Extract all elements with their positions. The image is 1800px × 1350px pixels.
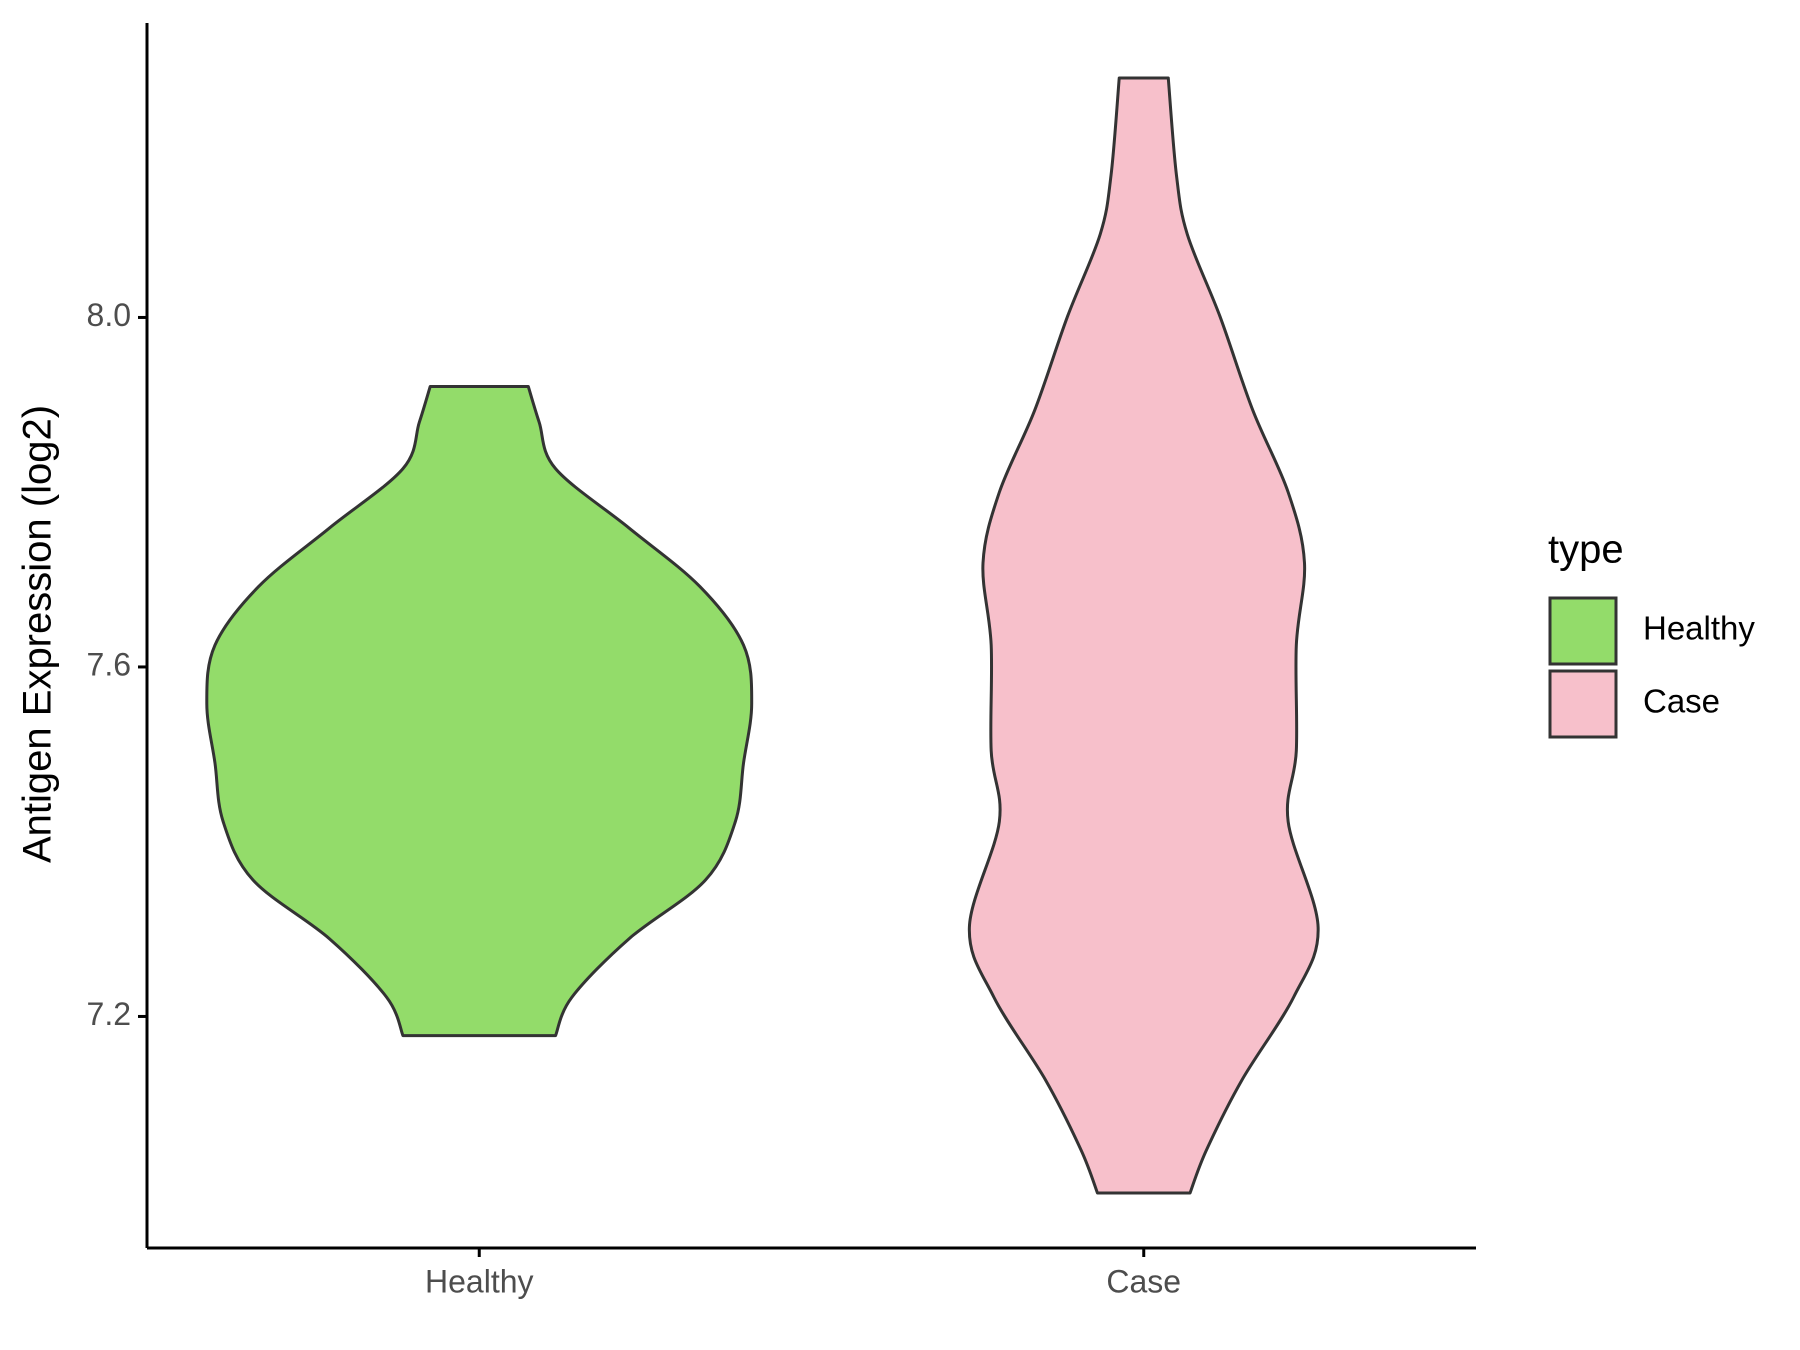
- y-axis-title: Antigen Expression (log2): [16, 405, 60, 863]
- x-tick-label: Healthy: [425, 1263, 534, 1299]
- y-tick-label: 7.6: [87, 646, 131, 682]
- legend-label: Healthy: [1643, 610, 1755, 647]
- x-tick-label: Case: [1106, 1263, 1181, 1299]
- legend-label: Case: [1643, 683, 1720, 720]
- legend-key: [1548, 596, 1618, 666]
- y-tick-label: 8.0: [87, 297, 131, 333]
- violin: [205, 384, 754, 1038]
- violin: [967, 76, 1320, 1195]
- legend-key: [1548, 669, 1618, 739]
- legend-title: type: [1548, 528, 1624, 572]
- y-tick-label: 7.2: [87, 996, 131, 1032]
